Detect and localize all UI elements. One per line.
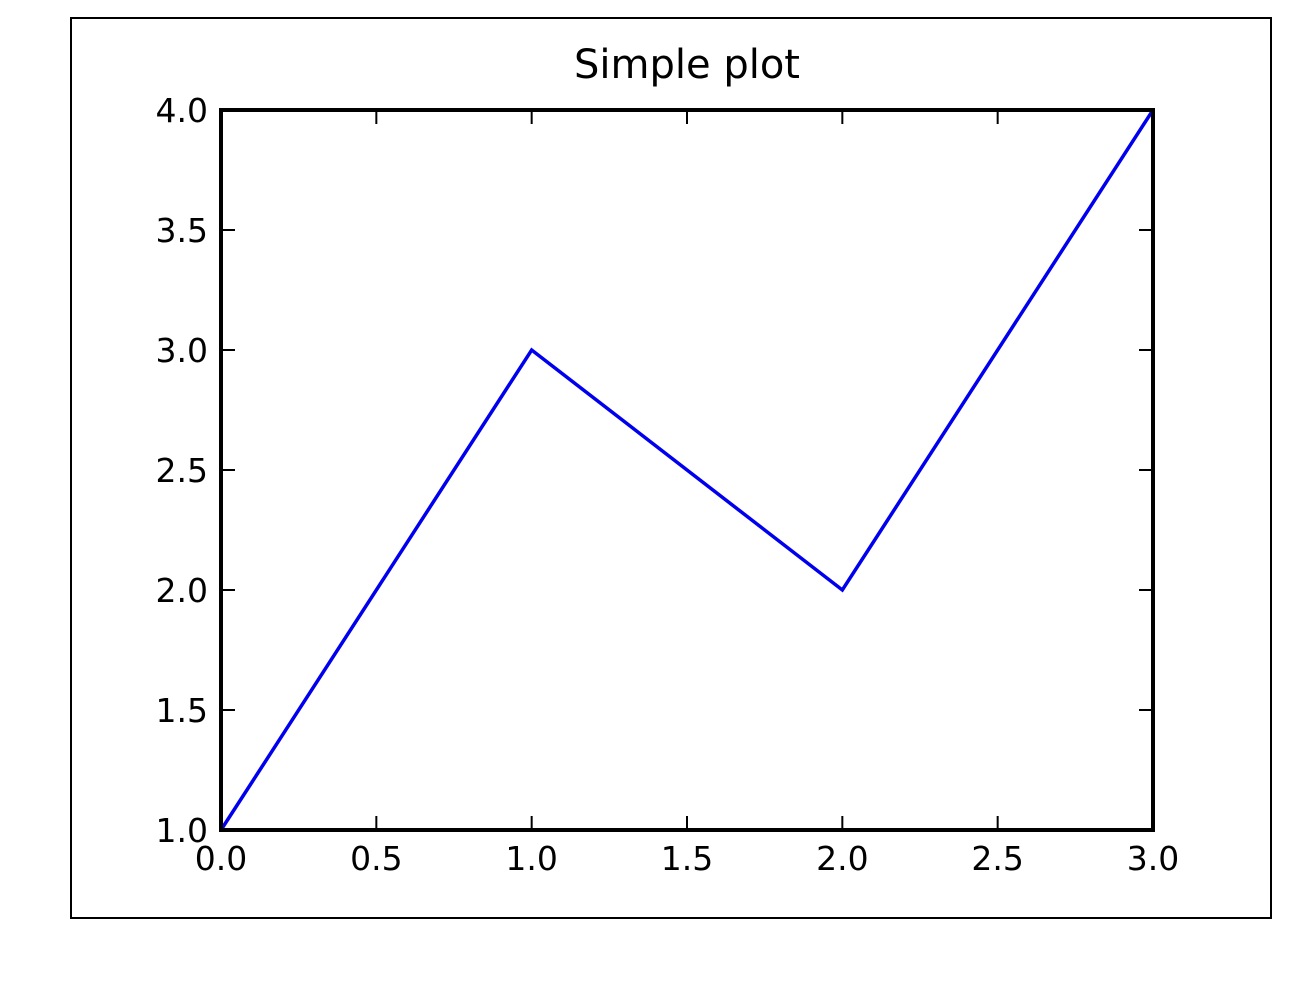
figure-frame [70, 17, 1272, 919]
x-tick-label: 2.5 [971, 839, 1023, 878]
y-tick-label: 1.0 [156, 811, 208, 850]
y-tick-label: 4.0 [156, 91, 208, 130]
x-tick-label: 3.0 [1127, 839, 1179, 878]
plot-area-frame [219, 108, 1155, 832]
y-tick-label: 3.5 [156, 211, 208, 250]
x-tick-label: 1.5 [661, 839, 713, 878]
chart-title: Simple plot [574, 42, 800, 88]
y-tick-label: 3.0 [156, 331, 208, 370]
y-tick-label: 2.0 [156, 571, 208, 610]
x-tick-label: 0.0 [195, 839, 247, 878]
x-tick-label: 0.5 [350, 839, 402, 878]
y-tick-label: 1.5 [156, 691, 208, 730]
x-tick-label: 2.0 [816, 839, 868, 878]
series-layer [219, 109, 1155, 831]
series-line [219, 109, 1155, 831]
y-tick-label: 2.5 [156, 451, 208, 490]
tick-labels: 0.0 0.5 1.0 1.5 2.0 2.5 3.0 1.0 1.5 2.0 2.5 3.0 3.5 4… [156, 91, 1180, 878]
x-tick-label: 1.0 [505, 839, 557, 878]
